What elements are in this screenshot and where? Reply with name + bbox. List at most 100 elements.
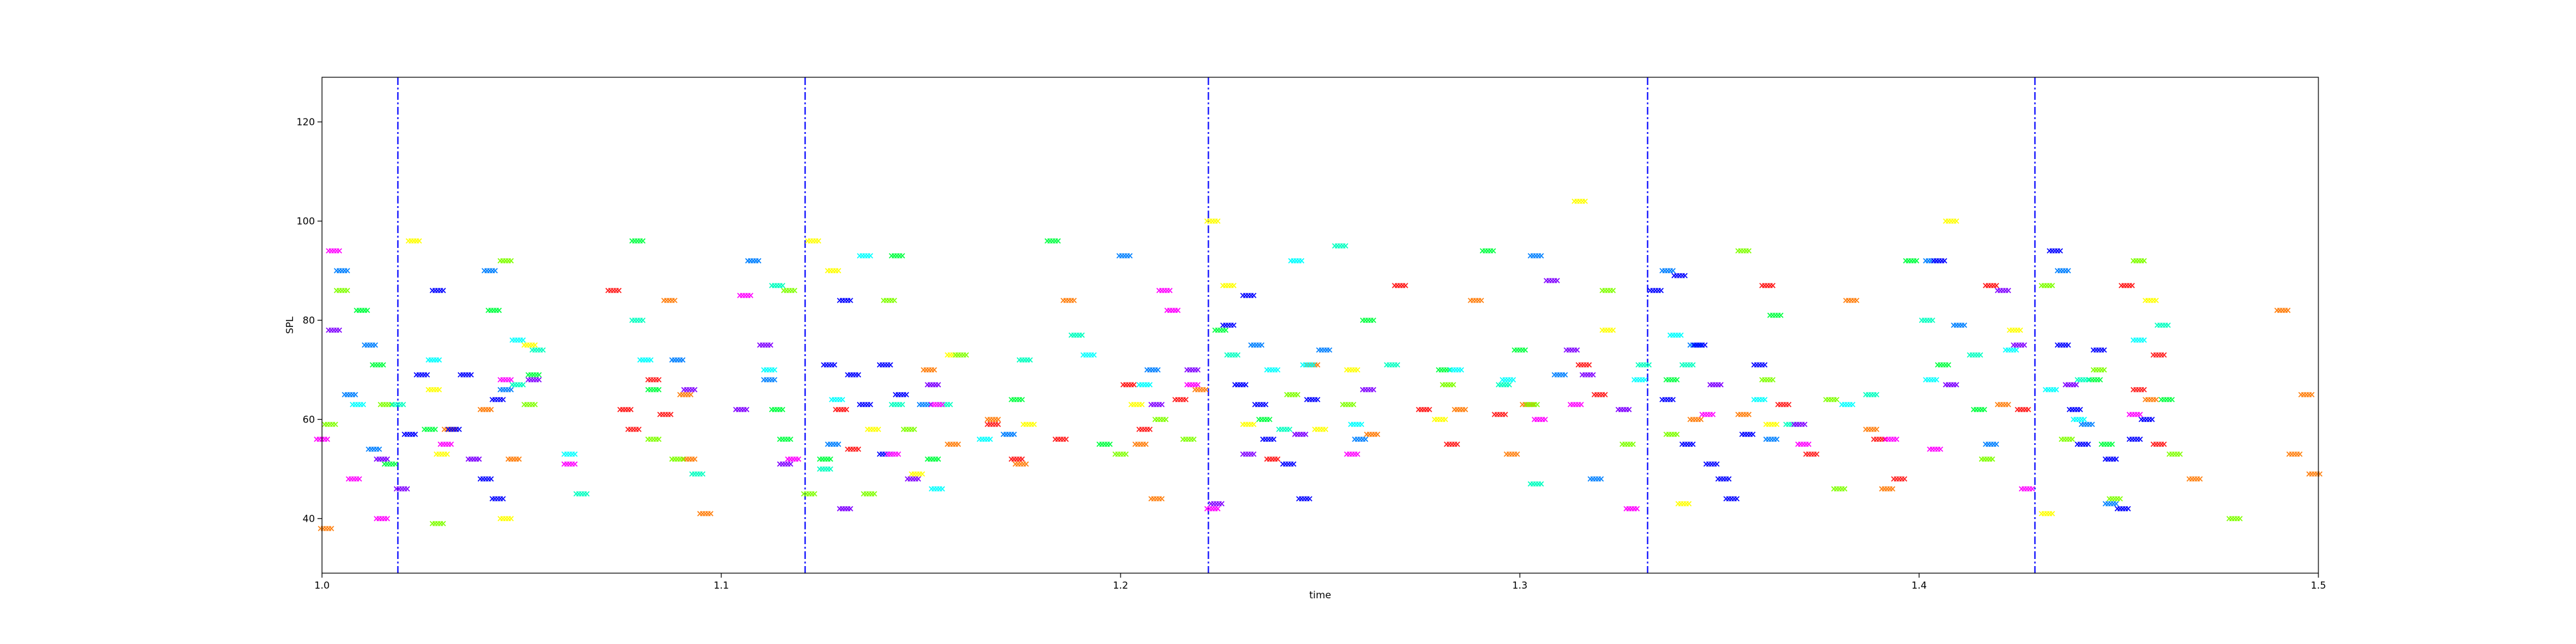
data-point: [661, 298, 677, 303]
data-point: [733, 406, 750, 413]
data-point: [509, 382, 526, 388]
data-point: [2038, 283, 2055, 289]
data-point: [1918, 317, 1935, 323]
data-point: [1831, 486, 1848, 492]
data-point: [2107, 496, 2123, 502]
data-point: [2087, 377, 2103, 383]
data-point: [2286, 451, 2303, 457]
data-point: [1994, 287, 2011, 294]
data-point: [2098, 441, 2115, 447]
data-point: [617, 406, 634, 413]
data-point: [1691, 342, 1708, 348]
data-point: [781, 287, 797, 294]
data-point: [509, 337, 526, 343]
data-point: [1348, 421, 1365, 428]
data-point: [1967, 352, 1984, 358]
data-point: [1220, 322, 1236, 328]
data-point: [526, 372, 542, 378]
data-point: [1184, 367, 1201, 373]
data-point: [361, 342, 378, 348]
data-point: [2126, 436, 2143, 442]
data-point: [529, 347, 546, 353]
data-point: [2130, 337, 2147, 343]
data-point: [477, 406, 494, 413]
data-point: [2067, 406, 2083, 413]
data-point: [1240, 451, 1256, 457]
data-point: [1707, 382, 1724, 388]
data-point: [625, 426, 642, 432]
data-point: [1943, 382, 1960, 388]
data-point: [1923, 377, 1940, 383]
data-point: [433, 451, 450, 457]
data-point: [1994, 402, 2011, 408]
data-point: [645, 386, 662, 393]
data-point: [769, 283, 786, 289]
data-point: [334, 287, 350, 294]
data-point: [1803, 451, 1820, 457]
data-point: [1531, 417, 1548, 422]
y-tick-label: 100: [296, 215, 315, 227]
data-point: [341, 392, 358, 397]
data-point: [1599, 327, 1616, 333]
data-point: [561, 461, 578, 467]
data-point: [481, 268, 498, 274]
data-point: [829, 397, 846, 402]
data-point: [1715, 476, 1732, 482]
data-point: [326, 248, 343, 254]
data-point: [1703, 461, 1720, 467]
data-point: [909, 471, 925, 477]
data-point: [1839, 402, 1855, 408]
data-point: [2038, 511, 2055, 516]
data-point: [2150, 352, 2167, 358]
data-point: [889, 253, 905, 259]
y-axis: 40 60 80 100 120: [296, 116, 322, 524]
data-point: [1208, 501, 1225, 507]
data-point: [1647, 287, 1664, 294]
data-point: [430, 287, 446, 294]
data-point: [1180, 436, 1197, 442]
data-point: [1045, 238, 1061, 244]
data-point: [421, 426, 438, 432]
data-point: [1116, 253, 1133, 259]
data-point: [446, 426, 462, 432]
data-point: [1983, 283, 2000, 289]
data-point: [1344, 367, 1361, 373]
data-point: [1667, 332, 1684, 338]
data-point: [430, 520, 446, 527]
data-point: [916, 402, 933, 408]
data-point: [745, 258, 762, 264]
data-point: [437, 441, 454, 447]
data-point: [1528, 253, 1544, 259]
data-point: [777, 461, 793, 467]
data-point: [2143, 397, 2159, 402]
data-point: [769, 406, 786, 413]
data-point: [2298, 392, 2315, 397]
data-point: [2103, 501, 2119, 507]
data-point: [1863, 392, 1880, 397]
data-point: [920, 367, 937, 373]
data-point: [2114, 506, 2131, 512]
data-point: [645, 436, 662, 442]
data-point: [1983, 441, 2000, 447]
data-point: [1699, 412, 1716, 417]
data-point: [1687, 417, 1704, 422]
data-point: [925, 456, 942, 462]
data-point: [1156, 287, 1173, 294]
data-point: [497, 516, 514, 522]
data-point: [677, 392, 694, 397]
data-point: [1312, 426, 1329, 432]
data-point: [1883, 436, 1900, 442]
x-tick-label: 1.4: [1911, 580, 1927, 591]
data-point: [1232, 382, 1249, 388]
data-point: [1791, 421, 1808, 428]
data-point: [1723, 496, 1740, 502]
data-point: [489, 397, 506, 402]
data-point: [1256, 417, 1273, 422]
data-point: [825, 441, 842, 447]
data-point: [845, 446, 862, 452]
data-point: [681, 456, 697, 462]
data-point: [976, 436, 993, 442]
data-point: [817, 466, 833, 472]
data-point: [413, 372, 430, 378]
data-point: [1795, 441, 1812, 447]
